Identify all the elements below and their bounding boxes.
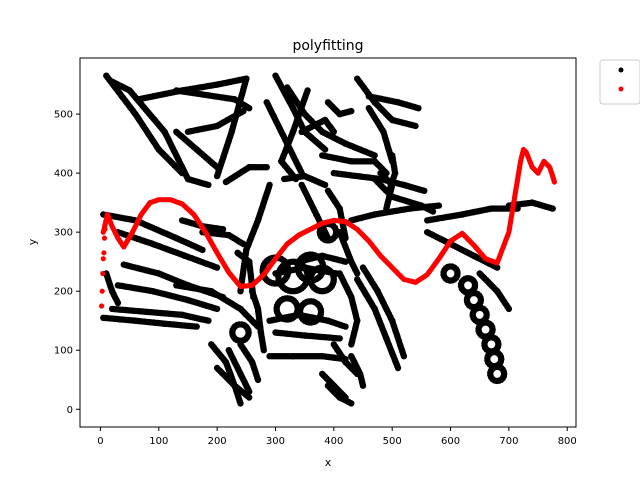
- y-tick-label: 200: [54, 287, 73, 298]
- data-point: [240, 240, 247, 248]
- data-point: [354, 270, 361, 277]
- data-point: [383, 205, 390, 212]
- data-point: [400, 353, 408, 360]
- data-point: [193, 323, 200, 330]
- fit-point: [100, 256, 106, 262]
- ticks-layer: 0 100 200 300 400 500 600 700 800 0 100 200 300 400 50…: [54, 110, 577, 447]
- chart-title: polyfitting: [292, 38, 363, 54]
- data-point: [237, 400, 244, 407]
- data-point: [213, 264, 221, 271]
- data-point: [330, 278, 337, 285]
- x-tick-label: 800: [558, 436, 577, 447]
- x-tick-label: 500: [383, 436, 402, 447]
- data-point: [332, 231, 339, 238]
- series-fit: [99, 146, 558, 309]
- data-point: [421, 187, 428, 194]
- x-tick-label: 400: [324, 436, 343, 447]
- fit-point: [99, 303, 105, 309]
- data-point: [342, 258, 349, 265]
- data-point: [246, 394, 253, 401]
- fit-point: [101, 235, 108, 241]
- data-point: [477, 299, 484, 306]
- legend: [599, 59, 640, 105]
- data-point: [494, 264, 501, 271]
- data-point: [342, 394, 349, 401]
- y-tick-label: 500: [54, 110, 73, 121]
- data-point: [205, 181, 212, 189]
- x-tick-label: 700: [499, 436, 518, 447]
- data-point: [454, 272, 461, 279]
- data-point: [260, 347, 267, 354]
- legend-box: [599, 59, 640, 105]
- data-point: [505, 305, 513, 313]
- data-point: [336, 335, 343, 342]
- legend-marker-fit: [618, 86, 624, 92]
- data-point: [435, 202, 443, 209]
- y-tick-label: 400: [54, 169, 73, 180]
- data-point: [284, 269, 292, 277]
- data-point: [348, 341, 355, 348]
- data-point: [429, 208, 437, 215]
- y-tick-label: 100: [54, 346, 73, 357]
- data-point: [263, 164, 270, 171]
- fit-point: [99, 288, 105, 294]
- y-axis-label: y: [26, 238, 39, 245]
- x-tick-label: 600: [441, 436, 460, 447]
- fit-point: [551, 179, 558, 185]
- data-point: [213, 172, 221, 180]
- x-tick-label: 300: [266, 436, 285, 447]
- data-point: [219, 226, 227, 233]
- data-point: [471, 284, 478, 291]
- data-point: [500, 373, 507, 380]
- data-point: [348, 107, 355, 115]
- data-point: [549, 205, 556, 212]
- data-point: [246, 105, 253, 112]
- data-point: [348, 400, 355, 407]
- series-data: [100, 72, 556, 407]
- data-point: [114, 299, 122, 307]
- data-point: [359, 382, 367, 389]
- data-point: [489, 328, 496, 336]
- data-point: [199, 246, 206, 254]
- legend-marker-data: [618, 67, 624, 73]
- fit-point: [102, 226, 108, 232]
- data-point: [321, 146, 329, 153]
- data-point: [497, 358, 505, 365]
- data-point: [415, 105, 422, 112]
- x-tick-label: 200: [208, 436, 227, 447]
- fit-point: [100, 270, 106, 277]
- data-point: [342, 323, 349, 330]
- y-tick-label: 0: [67, 405, 73, 416]
- x-tick-label: 0: [97, 436, 103, 447]
- data-point: [317, 311, 324, 318]
- x-axis-label: x: [325, 456, 332, 469]
- data-point: [494, 343, 502, 350]
- x-tick-label: 100: [149, 436, 168, 447]
- data-layer: [99, 72, 558, 407]
- data-point: [386, 187, 393, 194]
- data-point: [205, 317, 212, 324]
- data-point: [245, 331, 252, 339]
- data-point: [412, 122, 419, 130]
- fit-point: [101, 250, 107, 256]
- data-point: [237, 288, 244, 295]
- data-point: [240, 107, 247, 115]
- data-point: [321, 181, 329, 189]
- data-point: [330, 128, 337, 135]
- y-tick-label: 300: [54, 228, 73, 239]
- data-point: [394, 364, 402, 372]
- data-point: [371, 152, 378, 159]
- data-point: [483, 313, 490, 321]
- data-point: [213, 305, 221, 313]
- data-point: [254, 376, 262, 383]
